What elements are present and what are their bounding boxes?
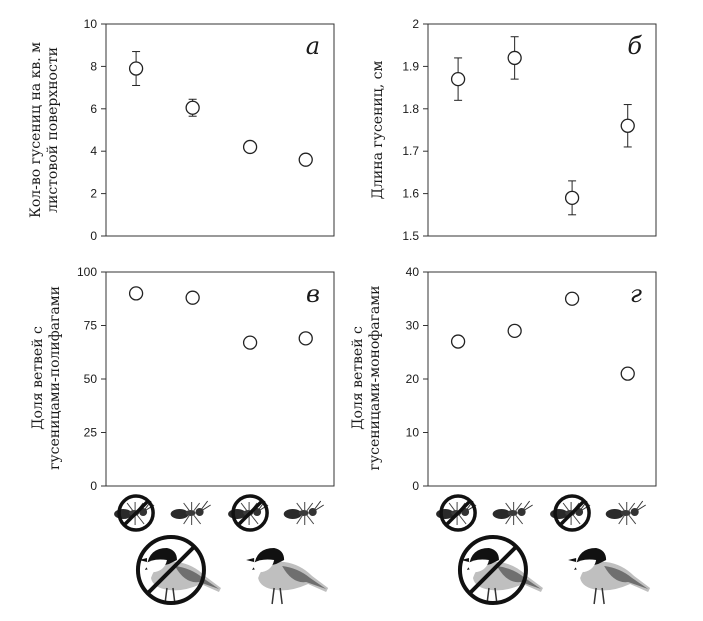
panel-label: а [306, 32, 320, 60]
prohibition-circle [553, 494, 591, 532]
y-axis-label: Кол-во гусениц на кв. млистовой поверхно… [28, 42, 61, 218]
ant-silhouette [492, 500, 534, 526]
prohibition-slash [146, 545, 196, 595]
panel-label: в [306, 280, 320, 308]
plot-frame [105, 23, 335, 237]
y-axis-label-line: Длина гусениц, см [370, 61, 386, 200]
y-tick-label: 6 [90, 102, 97, 116]
prohibition-slash [558, 499, 586, 527]
prohibition-slash [444, 499, 472, 527]
plot-frame [105, 271, 335, 487]
data-point [185, 100, 200, 115]
y-tick-label: 2 [412, 17, 419, 31]
ant-icon [227, 494, 269, 532]
chart-panel-3: 0 25 50 75 100 Доля ветвей сгусеницами-полифа… [30, 265, 335, 493]
chickadee-icon [567, 547, 651, 605]
chart-panel-2: 1.5 1.6 1.7 1.8 1.9 2 Длина гусениц, см б [370, 17, 657, 243]
y-tick-label: 30 [406, 319, 420, 333]
ant-icon [492, 500, 534, 526]
y-tick-label: 10 [406, 426, 420, 440]
prohibition-circle [457, 535, 528, 605]
y-tick-label: 0 [90, 229, 97, 243]
y-tick-label: 50 [84, 372, 98, 386]
y-tick-label: 4 [90, 144, 97, 158]
y-axis-label-line: Кол-во гусениц на кв. м [28, 42, 44, 218]
y-tick-label: 40 [406, 265, 420, 279]
y-tick-label: 1.9 [402, 59, 419, 73]
y-axis-label-line: листовой поверхности [45, 47, 61, 213]
plot-frame [427, 23, 657, 237]
y-tick-label: 1.8 [402, 102, 419, 116]
prohibition-circle [439, 494, 477, 532]
panel-label: б [627, 32, 642, 60]
y-axis-label-line: Доля ветвей с [350, 326, 366, 430]
prohibition-slash [236, 499, 264, 527]
data-point [128, 286, 144, 301]
y-axis-label-line: гусеницами-полифагами [47, 286, 63, 470]
y-tick-label: 8 [90, 59, 97, 73]
panel-label: г [630, 280, 642, 308]
y-axis-label: Доля ветвей сгусеницами-монофагами [350, 286, 383, 471]
data-point [298, 152, 313, 167]
data-point [564, 190, 580, 205]
prohibition-circle [135, 535, 206, 605]
y-tick-label: 1.5 [402, 229, 419, 243]
ant-icon [549, 494, 591, 532]
chart-panel-1: 0 2 4 6 8 10 Кол-во гусениц на кв. млистовой п… [28, 17, 335, 243]
data-point [128, 61, 144, 76]
y-tick-label: 1.7 [402, 144, 419, 158]
ant-icon [605, 500, 647, 526]
chickadee-icon [457, 535, 544, 605]
plot-frame [427, 271, 657, 487]
data-point [620, 366, 635, 381]
chart-panel-4: 0 10 20 30 40 Доля ветвей сгусеницами-монофаг… [350, 265, 657, 493]
y-axis-label: Длина гусениц, см [370, 61, 386, 200]
prohibition-slash [468, 545, 518, 595]
data-point [507, 323, 522, 339]
chickadee-icon [135, 535, 222, 605]
y-tick-label: 0 [90, 479, 97, 493]
y-tick-label: 75 [84, 319, 98, 333]
y-axis-label-line: гусеницами-монофагами [367, 286, 383, 471]
data-point [450, 334, 466, 349]
y-tick-label: 2 [90, 187, 97, 201]
prohibition-circle [231, 494, 269, 532]
y-tick-label: 20 [406, 372, 420, 386]
y-tick-label: 100 [77, 265, 97, 279]
data-point [450, 71, 466, 87]
ant-silhouette [605, 500, 647, 526]
ant-silhouette [170, 500, 212, 526]
ant-icon [113, 494, 155, 532]
y-tick-label: 1.6 [402, 187, 419, 201]
data-point [242, 139, 258, 155]
data-point [620, 118, 635, 133]
y-tick-label: 25 [84, 426, 98, 440]
ant-icon [283, 500, 325, 526]
prohibition-slash [122, 499, 150, 527]
y-axis-label: Доля ветвей сгусеницами-полифагами [30, 286, 63, 470]
bird-silhouette [245, 547, 329, 605]
y-axis-label-line: Доля ветвей с [30, 326, 46, 430]
prohibition-circle [117, 494, 155, 532]
data-point [185, 290, 200, 305]
y-tick-label: 0 [412, 479, 419, 493]
y-tick-label: 10 [84, 17, 98, 31]
data-point [242, 335, 258, 350]
chickadee-icon [245, 547, 329, 605]
data-point [564, 291, 580, 306]
ant-icon [435, 494, 477, 532]
ant-silhouette [283, 500, 325, 526]
bird-silhouette [567, 547, 651, 605]
data-point [507, 50, 522, 66]
ant-icon [170, 500, 212, 526]
data-point [298, 331, 313, 346]
